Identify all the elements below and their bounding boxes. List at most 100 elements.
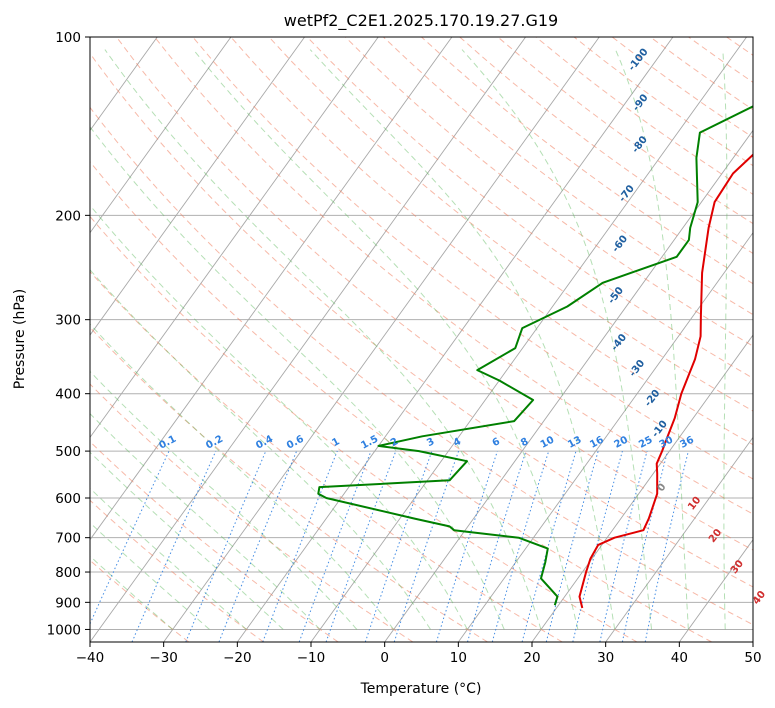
mixing-ratio-label: 36 (678, 435, 695, 451)
dry-adiabat-label: -80 (630, 134, 650, 155)
y-tick-label: 500 (55, 444, 81, 460)
moist-adiabat-line (90, 323, 395, 630)
dry-adiabat-line (90, 499, 264, 642)
mixing-ratio-line (545, 450, 599, 642)
dry-adiabat-label: -60 (610, 234, 630, 255)
y-tick-label: 1000 (47, 622, 81, 638)
mixing-ratio-line (185, 450, 267, 642)
mixing-ratio-line (467, 450, 527, 642)
chart-title: wetPf2_C2E1.2025.170.19.27.G19 (284, 11, 558, 31)
dry-adiabat-line (230, 37, 753, 446)
y-tick-label: 600 (55, 491, 81, 507)
mixing-ratio-label: 8 (519, 436, 530, 449)
mixing-ratio-line (262, 450, 338, 642)
moist-adiabat-line (90, 451, 284, 630)
dry-adiabat-line (344, 37, 753, 347)
moist-adiabat-line (192, 49, 579, 630)
dry-adiabat-line (90, 106, 753, 626)
isotherm-line (457, 231, 753, 642)
plot-frame (89, 36, 754, 643)
dry-adiabat-line (90, 270, 563, 642)
dry-adiabat-line (192, 37, 753, 480)
dry-adiabat-line (611, 37, 753, 139)
dry-adiabat-line (688, 37, 753, 83)
moist-adiabat-line (104, 49, 542, 630)
moist-adiabat-line (722, 49, 728, 630)
mixing-ratio-line (435, 450, 498, 642)
moist-adiabat-line (90, 204, 468, 630)
mixing-ratio-line (572, 450, 623, 642)
dry-adiabat-line (421, 37, 753, 285)
dry-adiabat-line (650, 37, 753, 111)
y-tick-label: 300 (55, 313, 81, 329)
reference-lines (90, 37, 753, 642)
isotherm-line (236, 37, 674, 642)
mixing-ratio-label: 2 (389, 436, 400, 449)
moist-adiabat-line (90, 269, 431, 630)
mixing-ratio-line (90, 450, 170, 625)
mixing-ratio-label: 16 (588, 435, 605, 451)
dry-adiabat-label: 30 (729, 558, 746, 576)
mixing-ratio-line (521, 450, 577, 642)
mixing-ratio-line (393, 450, 460, 642)
mixing-ratio-line (621, 450, 669, 642)
y-tick-label: 200 (55, 208, 81, 224)
moist-adiabat-line (90, 522, 210, 630)
isotherm-line (90, 37, 379, 439)
dry-adiabat-line (90, 383, 414, 642)
dry-adiabat-label: -30 (627, 358, 647, 379)
grid-layer (0, 37, 753, 642)
dry-adiabat-line (90, 215, 638, 642)
mixing-ratio-line (325, 450, 397, 642)
x-tick-label: −20 (223, 650, 252, 666)
isotherm-line (90, 37, 305, 336)
dry-adiabat-line (726, 37, 753, 56)
isotherm-line (605, 436, 753, 642)
mixing-ratio-label: 25 (637, 435, 654, 451)
moist-adiabat-line (90, 487, 247, 630)
profile-series (317, 105, 753, 609)
dry-adiabat-line (154, 37, 753, 515)
y-tick-label: 400 (55, 387, 81, 403)
mixing-ratio-label: 0.1 (157, 434, 178, 452)
profile-line (578, 153, 753, 609)
dry-adiabat-label: -70 (617, 183, 637, 204)
dry-adiabat-line (383, 37, 753, 316)
x-tick-label: 10 (450, 650, 467, 666)
moist-adiabat-line (461, 49, 652, 630)
dry-adiabat-line (116, 37, 753, 551)
mixing-ratio-label: 20 (612, 435, 629, 451)
mixing-ratio-label: 0.2 (204, 434, 225, 452)
dry-adiabat-label: -20 (643, 388, 663, 409)
moist-adiabat-line (90, 412, 321, 630)
mixing-ratio-line (364, 450, 433, 642)
y-tick-label: 900 (55, 595, 81, 611)
isotherm-line (384, 129, 753, 642)
x-tick-label: 50 (744, 650, 761, 666)
dry-adiabat-line (90, 52, 753, 588)
mixing-ratio-line (644, 450, 689, 642)
moist-adiabat-line (90, 555, 174, 630)
x-tick-label: 30 (597, 650, 614, 666)
isotherm-line (0, 37, 10, 642)
isotherm-line (752, 641, 753, 642)
dry-adiabat-label: -90 (631, 92, 651, 113)
x-tick-label: −40 (76, 650, 105, 666)
mixing-ratio-line (599, 450, 648, 642)
isotherm-line (163, 37, 600, 642)
x-tick-label: 20 (523, 650, 540, 666)
mixing-ratio-line (218, 450, 298, 642)
moist-adiabat-line (309, 49, 616, 630)
isotherm-line (678, 538, 753, 642)
isotherm-line (90, 37, 232, 234)
y-tick-label: 800 (55, 565, 81, 581)
mixing-ratio-label: 1 (330, 436, 341, 449)
dry-adiabat-label: -40 (609, 332, 629, 353)
moist-adiabat-line (90, 370, 358, 630)
dry-adiabat-line (90, 161, 712, 642)
dry-adiabat-line (497, 37, 753, 225)
mixing-ratio-line (491, 450, 550, 642)
moist-adiabat-line (615, 49, 689, 630)
y-tick-label: 100 (55, 30, 81, 46)
